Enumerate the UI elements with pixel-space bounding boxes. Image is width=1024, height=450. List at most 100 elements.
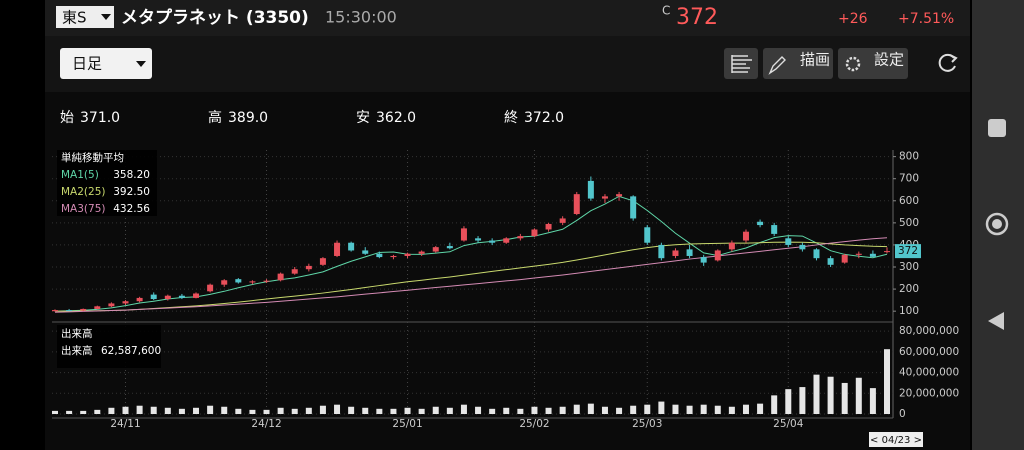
volume-bar <box>362 407 369 414</box>
volume-bar <box>742 404 749 414</box>
candle-body <box>884 251 890 253</box>
volume-bar <box>108 407 115 414</box>
gear-icon <box>845 56 861 72</box>
volume-legend-value: 62,587,600 <box>101 345 161 357</box>
volume-bar <box>305 407 312 414</box>
market: 東S <box>62 9 87 27</box>
candle-body <box>658 244 665 259</box>
candle-body <box>475 238 482 241</box>
volume-bar <box>517 408 524 414</box>
draw-button[interactable] <box>763 48 833 79</box>
ohlc-value: 389.0 <box>228 110 268 126</box>
volume-bar <box>503 407 510 414</box>
x-tick-label: 25/01 <box>392 418 422 430</box>
candle-body <box>728 242 735 250</box>
draw-label: 描画 <box>800 51 830 69</box>
candle-body <box>587 180 594 199</box>
candle-body <box>376 253 383 258</box>
volume-bar <box>404 407 411 414</box>
ma-legend-title: 単純移動平均 <box>61 151 124 164</box>
volume-bar <box>291 408 298 414</box>
candle-body <box>813 249 820 259</box>
candle-body <box>531 229 538 237</box>
candle-body <box>66 310 73 312</box>
plot: 100200300400500600700800020,000,00040,00… <box>52 150 959 447</box>
candle-body <box>601 196 608 199</box>
cursor-box <box>869 432 923 447</box>
candle-body <box>390 255 397 258</box>
x-tick-label: 24/11 <box>110 418 140 430</box>
moving-average <box>55 241 888 312</box>
volume-bar <box>348 406 355 414</box>
dropdown-arrow <box>136 61 146 67</box>
candle-body <box>249 281 256 283</box>
volume-bar <box>658 401 665 414</box>
volume-bar <box>644 404 651 414</box>
volume-bar <box>855 377 862 414</box>
candle-body <box>644 227 651 243</box>
volume-bar <box>66 410 73 414</box>
ma-legend-name: MA3(75) <box>61 203 105 215</box>
volume-bar <box>799 387 806 414</box>
candle-body <box>559 218 566 223</box>
candle-body <box>178 295 185 298</box>
candle-body <box>277 273 284 281</box>
volume-bar <box>263 409 270 414</box>
settings-button[interactable] <box>838 48 908 79</box>
candle-body <box>700 257 707 263</box>
volume-bar <box>390 408 397 414</box>
candle-body <box>616 194 623 197</box>
nav-back[interactable] <box>988 312 1004 330</box>
price-prefix: C <box>662 4 670 18</box>
nav-home[interactable] <box>985 212 1009 236</box>
candle-body <box>94 306 101 309</box>
y2-tick-label: 0 <box>899 408 906 420</box>
ohlc-label: 高 <box>208 109 222 126</box>
volume-bar <box>545 407 552 414</box>
candle-body <box>742 231 749 241</box>
ma-legend-value: 432.56 <box>113 203 150 215</box>
volume-bar <box>700 404 707 414</box>
candle-body <box>52 310 58 312</box>
candle-body <box>136 297 143 302</box>
x-tick-label: 25/02 <box>519 418 549 430</box>
volume-bar <box>277 407 284 414</box>
candle-body <box>630 196 637 219</box>
candle-body <box>545 223 552 230</box>
candle-body <box>122 301 129 304</box>
volume-bar <box>672 404 679 414</box>
y-tick-label: 300 <box>899 261 919 273</box>
volume-bar <box>785 389 792 414</box>
last-price-box <box>895 244 921 259</box>
candle-body <box>221 280 228 285</box>
refresh-icon[interactable] <box>938 53 956 72</box>
candle-body <box>235 279 242 283</box>
candle-body <box>489 240 496 243</box>
ohlc-value: 362.0 <box>376 110 416 126</box>
volume-title: 出来高 <box>61 327 93 340</box>
volume-bar <box>221 406 228 414</box>
price: 372 <box>676 5 718 30</box>
y2-tick-label: 60,000,000 <box>899 346 959 358</box>
market-select[interactable] <box>56 6 114 28</box>
volume-bar <box>80 410 87 414</box>
ma-legend-box <box>57 150 157 216</box>
volume-bar <box>757 403 764 414</box>
volume-bar <box>446 407 453 414</box>
volume-bar <box>587 403 594 414</box>
nav-recent[interactable] <box>988 119 1006 137</box>
candle-body <box>305 265 312 270</box>
time: 15:30:00 <box>325 8 397 27</box>
volume-bar <box>559 406 566 414</box>
volume-bar <box>686 405 693 414</box>
candle-body <box>855 253 862 255</box>
candle-body <box>460 228 467 241</box>
period-select[interactable] <box>60 48 152 79</box>
ohlc-label: 終 <box>504 110 518 126</box>
candle-body <box>150 294 157 300</box>
candle-body <box>573 194 580 215</box>
refresh-arrow <box>949 54 958 63</box>
volume-bar <box>813 374 820 414</box>
volume-bar <box>601 406 608 414</box>
